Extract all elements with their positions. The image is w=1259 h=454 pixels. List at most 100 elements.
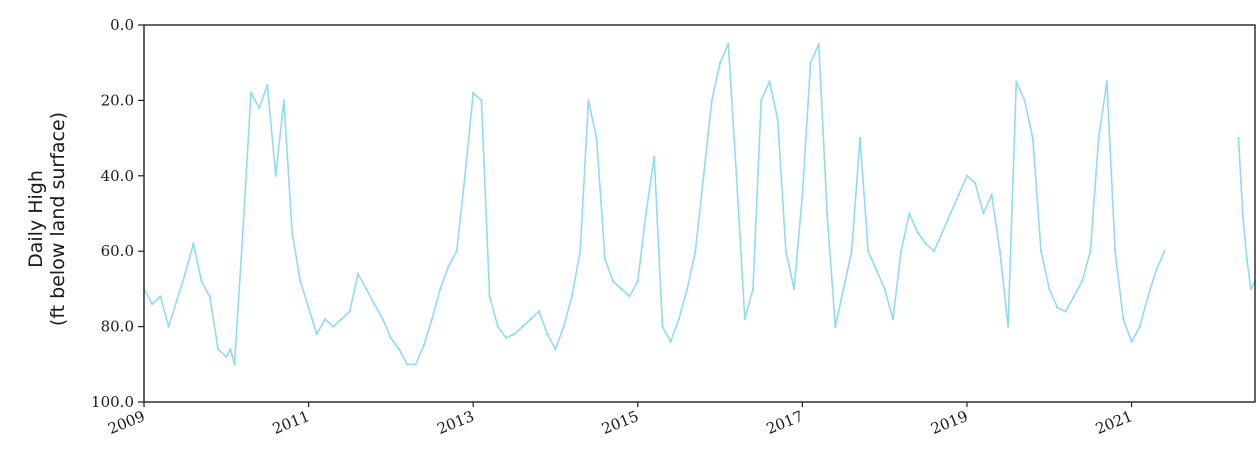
data-point: [817, 42, 820, 46]
data-point: [463, 174, 467, 177]
x-tick-label: 2009: [105, 407, 147, 438]
data-point: [611, 280, 615, 283]
data-point: [167, 325, 170, 328]
data-point: [669, 340, 672, 343]
data-point: [1146, 295, 1150, 298]
y-tick-label: 60.0: [101, 242, 134, 260]
data-point: [1122, 317, 1125, 321]
data-point: [447, 265, 450, 268]
data-point: [258, 106, 261, 110]
data-point: [620, 287, 623, 291]
data-point: [743, 317, 746, 321]
data-point: [932, 250, 936, 253]
data-point: [513, 332, 516, 336]
plot-frame: [143, 24, 1256, 403]
series-line-0: [143, 43, 1256, 366]
data-point: [496, 325, 500, 328]
data-point: [702, 174, 705, 177]
data-point: [216, 348, 220, 351]
data-point: [529, 317, 532, 321]
data-point: [1015, 80, 1018, 83]
data-point: [686, 287, 689, 291]
data-point: [998, 250, 1002, 253]
data-point: [1130, 340, 1133, 343]
x-axis: 2009 2011 2013 2015 2017 2019 2021: [105, 402, 1135, 438]
data-point: [965, 174, 969, 177]
x-tick-label: 2017: [764, 407, 806, 438]
data-point: [439, 287, 442, 291]
y-tick-label: 0.0: [110, 16, 134, 34]
data-point: [233, 363, 236, 366]
data-point: [850, 250, 853, 253]
data-point: [1039, 250, 1043, 253]
data-point: [175, 299, 179, 302]
data-point: [1249, 287, 1253, 291]
data-point: [570, 295, 574, 298]
data-point: [776, 118, 779, 121]
data-point: [792, 287, 796, 291]
data-point: [644, 212, 648, 215]
data-point: [282, 99, 286, 102]
data-point: [801, 193, 804, 196]
data-point: [908, 212, 911, 215]
data-point: [809, 61, 812, 64]
data-point: [299, 280, 302, 283]
data-point: [949, 212, 952, 215]
data-point: [340, 317, 343, 321]
data-point: [480, 99, 483, 102]
data-point: [151, 302, 154, 306]
data-point: [389, 336, 393, 340]
data-point: [579, 250, 582, 253]
y-axis-title-line-1: Daily High: [25, 170, 47, 268]
data-point: [1237, 136, 1240, 140]
data-point: [825, 212, 829, 215]
data-point: [504, 336, 508, 340]
y-axis: 0.0 20.0 40.0 60.0 80.0 100.0: [91, 16, 144, 411]
data-point: [430, 317, 434, 321]
data-point: [183, 272, 187, 275]
data-point: [159, 295, 162, 298]
y-tick-label: 40.0: [101, 167, 134, 185]
y-axis-title: Daily High (ft below land surface): [25, 112, 69, 326]
data-point: [1105, 80, 1109, 83]
y-tick-label: 20.0: [101, 91, 134, 109]
data-point: [1031, 136, 1035, 140]
data-point: [891, 317, 895, 321]
data-point: [521, 325, 524, 328]
data-point: [315, 332, 318, 336]
data-point: [974, 182, 977, 185]
data-point: [422, 344, 425, 347]
data-point: [365, 287, 368, 291]
data-point: [1048, 287, 1051, 291]
data-point: [1081, 280, 1084, 283]
data-point: [653, 155, 656, 159]
data-point: [924, 242, 927, 245]
x-tick-label: 2019: [928, 407, 970, 438]
data-point: [834, 325, 837, 328]
data-point: [784, 250, 788, 253]
data-point: [916, 231, 919, 234]
data-point: [455, 250, 458, 253]
data-point: [735, 174, 738, 177]
data-point: [941, 231, 944, 234]
data-point: [694, 250, 697, 253]
data-point: [1113, 250, 1117, 253]
data-point: [332, 325, 335, 328]
data-point: [867, 250, 870, 253]
data-point: [587, 99, 590, 102]
data-point: [718, 61, 722, 64]
data-point: [1072, 295, 1076, 298]
data-point: [1064, 310, 1067, 313]
data-point: [348, 310, 351, 313]
data-point: [875, 268, 878, 272]
data-point: [677, 317, 681, 321]
data-point: [274, 174, 277, 177]
data-point: [290, 231, 294, 234]
data-point: [636, 280, 639, 283]
data-point: [595, 136, 598, 140]
data-point: [225, 355, 228, 358]
data-point: [1155, 268, 1158, 272]
data-point: [249, 91, 253, 95]
data-point: [229, 348, 232, 351]
data-point: [488, 295, 491, 298]
